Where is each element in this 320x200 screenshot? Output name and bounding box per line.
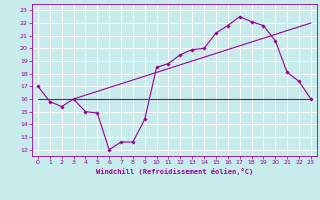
X-axis label: Windchill (Refroidissement éolien,°C): Windchill (Refroidissement éolien,°C) xyxy=(96,168,253,175)
